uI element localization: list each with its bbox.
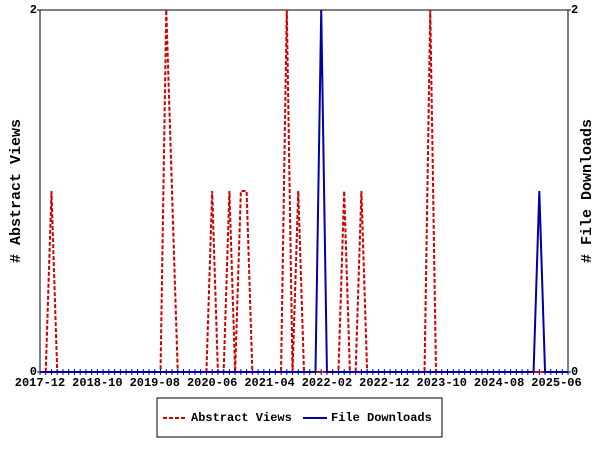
legend-label: File Downloads (331, 411, 432, 425)
y-tick-label: 2 (30, 3, 37, 17)
y2-axis-label: # File Downloads (579, 119, 596, 263)
y2-tick-label: 0 (571, 365, 578, 379)
x-tick-label: 2023-10 (417, 376, 467, 390)
legend (156, 397, 443, 438)
x-tick-label: 2021-04 (244, 376, 294, 390)
x-tick-label: 2017-12 (15, 376, 65, 390)
plot-frame (39, 9, 569, 373)
x-tick-label: 2024-08 (474, 376, 524, 390)
series-line (40, 9, 568, 373)
x-tick-label: 2019-08 (130, 376, 180, 390)
y-tick-label: 0 (30, 365, 37, 379)
y2-tick-label: 2 (571, 3, 578, 17)
x-tick-label: 2022-12 (359, 376, 409, 390)
x-tick-label: 2020-06 (187, 376, 237, 390)
x-tick-label: 2018-10 (72, 376, 122, 390)
x-tick-label: 2025-06 (531, 376, 581, 390)
y-axis-label: # Abstract Views (8, 119, 25, 263)
legend-label: Abstract Views (191, 411, 292, 425)
x-tick-label: 2022-02 (302, 376, 352, 390)
